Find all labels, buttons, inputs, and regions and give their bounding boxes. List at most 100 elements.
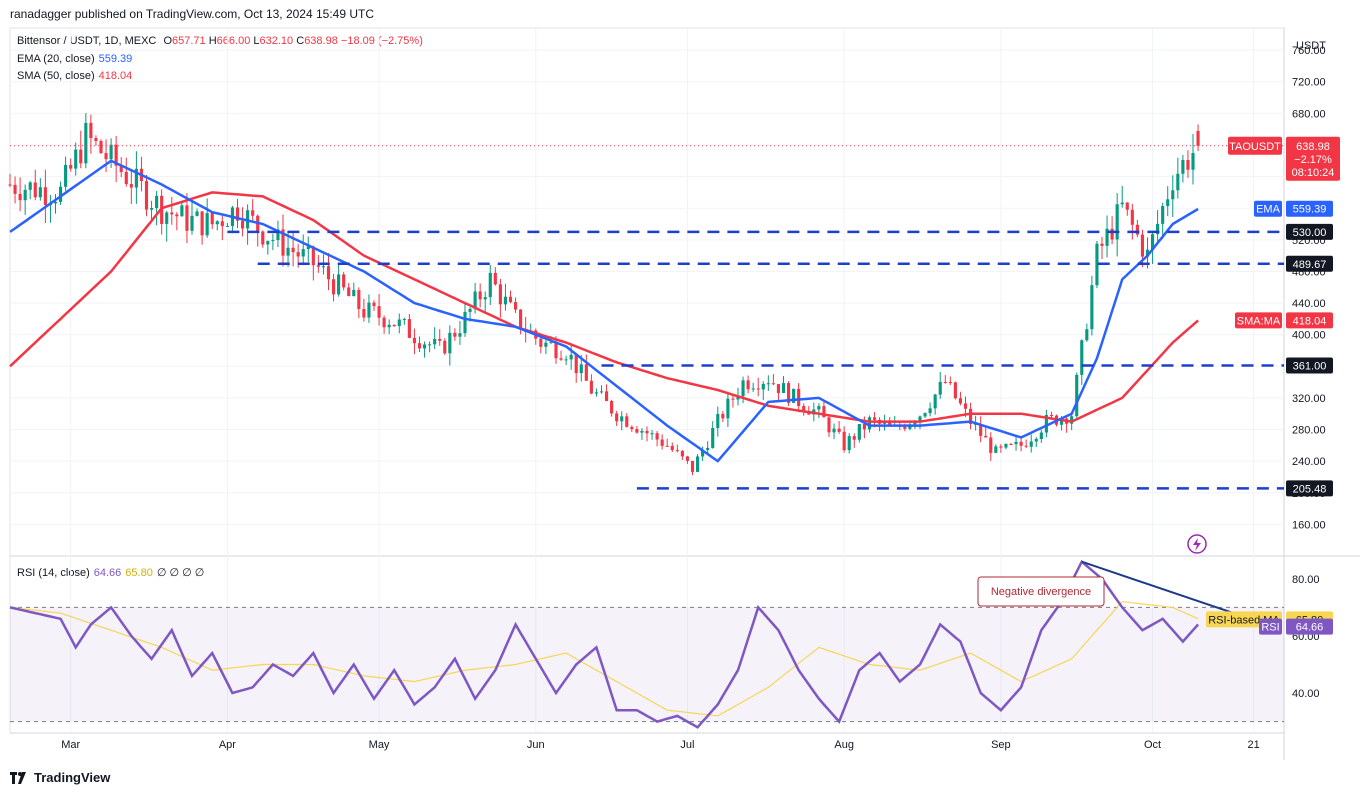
candle-body <box>640 430 644 433</box>
candle-body <box>690 460 695 472</box>
price-tick-label: 280.00 <box>1292 425 1326 437</box>
candle-body <box>321 266 326 268</box>
candle-body <box>706 447 710 451</box>
candle-body <box>761 383 765 390</box>
legend-rsi-row[interactable]: RSI (14, close) 64.66 65.80 ∅ ∅ ∅ ∅ <box>17 566 204 579</box>
level-price-text: 205.48 <box>1293 483 1327 495</box>
candle-body <box>984 435 988 438</box>
ohlc-c-label: C <box>296 35 305 47</box>
rsi-line <box>9 559 1200 729</box>
candle-body <box>913 422 917 425</box>
price-tick-label: 680.00 <box>1292 108 1326 120</box>
legend-ema-row[interactable]: EMA (20, close) 559.39 <box>17 53 132 65</box>
candle-body <box>615 413 619 422</box>
candle-body <box>928 408 932 414</box>
ohlc-close: 638.98 <box>304 35 338 47</box>
last-price-tag-text: −2.17% <box>1294 154 1332 166</box>
candle-body <box>215 221 219 225</box>
candle-body <box>104 153 108 160</box>
candle-body <box>316 265 320 267</box>
candle-body <box>589 380 593 394</box>
candle-body <box>746 380 750 390</box>
time-tick-label: Apr <box>219 739 236 751</box>
candle-body <box>18 193 22 201</box>
candle-body <box>1034 438 1038 442</box>
rsi-ma-legend-value: 65.80 <box>125 567 153 579</box>
candle-body <box>478 291 482 300</box>
legend-sma-row[interactable]: SMA (50, close) 418.04 <box>17 70 132 82</box>
candle-body <box>797 388 801 406</box>
candle-body <box>513 302 518 310</box>
ema-label: EMA (20, close) <box>17 53 95 65</box>
candle-body <box>433 338 437 345</box>
candle-body <box>963 403 968 409</box>
sma-value-tag <box>1286 312 1333 329</box>
candle-body <box>1181 159 1185 174</box>
candle-body <box>832 428 836 433</box>
candle-body <box>261 231 265 245</box>
sma-tag-text: SMA:MA <box>1237 315 1281 327</box>
sma-value-text: 418.04 <box>1293 315 1327 327</box>
candle-body <box>428 344 432 346</box>
level-price-text: 489.67 <box>1293 259 1327 271</box>
last-price-tag-text: 638.98 <box>1296 141 1330 153</box>
candle-body <box>670 445 674 451</box>
rsi-legend-value: 64.66 <box>93 567 122 579</box>
candle-body <box>1100 243 1104 246</box>
candle-body <box>1140 234 1145 257</box>
sma-legend-value: 418.04 <box>98 70 133 82</box>
candle-body <box>311 246 315 266</box>
candle-body <box>155 195 159 209</box>
candle-body <box>1171 190 1175 200</box>
rsi-band-fill <box>10 607 1284 722</box>
candle-body <box>1191 153 1195 170</box>
candle-body <box>999 446 1003 448</box>
candle-body <box>170 212 174 215</box>
candle-body <box>857 423 861 440</box>
candle-body <box>701 450 705 457</box>
candle-body <box>84 122 88 164</box>
candle-body <box>43 187 47 205</box>
candle-body <box>387 324 391 328</box>
candle-body <box>630 426 634 430</box>
candle-body <box>397 319 401 327</box>
candle-body <box>149 208 154 210</box>
candle-body <box>407 319 411 338</box>
candle-body <box>1176 173 1180 191</box>
symbol-tag-text: TAOUSDT <box>1229 141 1281 153</box>
candle-body <box>94 138 98 142</box>
candle-body <box>1135 224 1139 235</box>
candle-body <box>69 164 73 169</box>
tradingview-footer[interactable]: TradingView <box>10 770 110 785</box>
candle-body <box>1075 374 1079 417</box>
candle-body <box>1059 418 1064 425</box>
price-tick-label: 400.00 <box>1292 330 1326 342</box>
price-tick-label: 320.00 <box>1292 393 1326 405</box>
candle-body <box>554 342 558 359</box>
time-tick-label: May <box>369 739 390 751</box>
candle-body <box>781 383 786 394</box>
candle-body <box>195 211 199 216</box>
level-price-tag <box>1286 357 1333 374</box>
candle-body <box>716 413 720 428</box>
candle-body <box>579 364 583 374</box>
candle-body <box>544 342 548 347</box>
chart-canvas[interactable]: USDT760.00720.00680.00640.00600.00560.00… <box>0 0 1360 765</box>
ema-tag <box>1254 200 1282 217</box>
candle-body <box>417 343 422 349</box>
level-price-text: 361.00 <box>1293 361 1327 373</box>
candle-body <box>124 171 128 185</box>
candle-body <box>943 382 947 384</box>
candle-body <box>367 302 371 318</box>
candle-body <box>38 187 42 198</box>
candle-body <box>559 358 563 360</box>
candle-body <box>695 456 700 472</box>
candle-body <box>650 433 654 435</box>
currency-label: USDT <box>1296 40 1326 52</box>
candle-body <box>1125 202 1129 210</box>
candle-body <box>1156 223 1160 235</box>
candle-body <box>33 182 37 198</box>
candle-body <box>402 319 406 321</box>
ema-value-tag <box>1286 200 1333 217</box>
candle-body <box>933 394 937 409</box>
